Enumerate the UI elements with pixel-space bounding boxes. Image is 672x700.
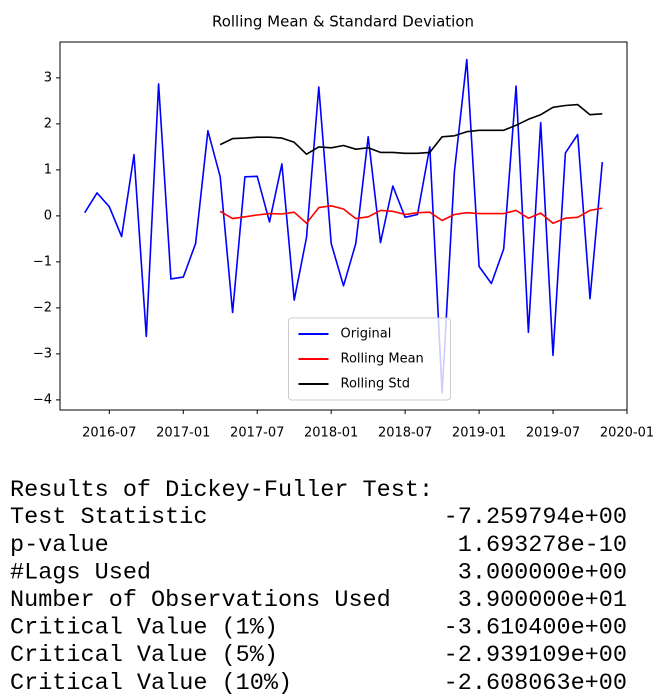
y-tick-label: −4 <box>33 392 52 407</box>
x-tick-label: 2019-07 <box>526 426 580 441</box>
output-label: Number of Observations Used <box>10 587 391 614</box>
x-tick-label: 2018-07 <box>378 426 432 441</box>
y-tick-label: −1 <box>33 254 52 269</box>
chart-title: Rolling Mean & Standard Deviation <box>212 13 474 31</box>
output-label: p-value <box>10 532 109 559</box>
y-tick-label: 1 <box>44 162 52 177</box>
series-line <box>84 58 604 394</box>
output-value: 3.900000e+01 <box>458 587 627 614</box>
series-line <box>219 103 603 155</box>
y-tick-label: 3 <box>44 70 52 85</box>
output-title: Results of Dickey-Fuller Test: <box>10 477 433 504</box>
y-tick-label: 2 <box>44 116 52 131</box>
output-label: Critical Value (10%) <box>10 670 292 697</box>
output-value: -2.608063e+00 <box>444 670 627 697</box>
x-tick-label: 2017-01 <box>156 426 210 441</box>
output-value: -7.259794e+00 <box>444 504 627 531</box>
legend-label: Original <box>341 327 392 342</box>
y-tick-label: −2 <box>33 300 52 315</box>
y-tick-label: 0 <box>44 208 52 223</box>
legend-label: Rolling Mean <box>341 352 424 367</box>
output-label: Test Statistic <box>10 504 207 531</box>
output-label: Critical Value (5%) <box>10 642 278 669</box>
x-tick-label: 2017-07 <box>230 426 284 441</box>
output-value: 1.693278e-10 <box>458 532 627 559</box>
series-line <box>219 205 603 224</box>
x-tick-label: 2018-01 <box>304 426 358 441</box>
legend-box <box>288 317 451 401</box>
output-value: -3.610400e+00 <box>444 615 627 642</box>
output-label: Critical Value (1%) <box>10 615 278 642</box>
output-value: -2.939109e+00 <box>444 642 627 669</box>
x-tick-label: 2019-01 <box>452 426 506 441</box>
legend-label: Rolling Std <box>341 377 410 392</box>
x-tick-label: 2020-01 <box>600 426 654 441</box>
output-value: 3.000000e+00 <box>458 559 627 586</box>
x-tick-label: 2016-07 <box>82 426 136 441</box>
y-tick-label: −3 <box>33 346 52 361</box>
plot-frame <box>59 41 628 411</box>
output-label: #Lags Used <box>10 559 151 586</box>
